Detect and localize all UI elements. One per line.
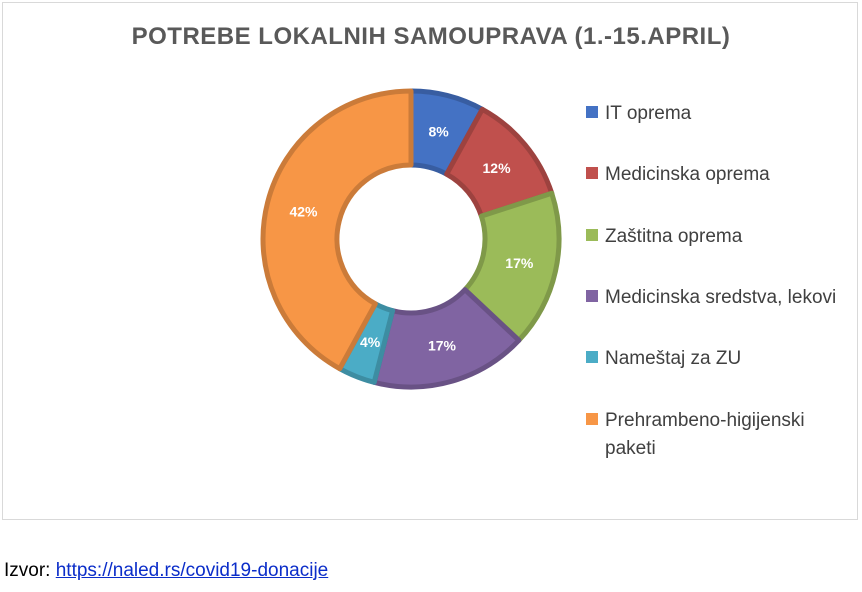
data-label-6: 42% [289, 203, 318, 219]
donut-chart: 8% 12% 17% 17% 4% 42% [260, 88, 562, 390]
legend-label: Prehrambeno-higijenski paketi [605, 410, 805, 459]
legend-swatch [586, 106, 598, 118]
data-label-4: 17% [428, 338, 457, 354]
legend-swatch [586, 229, 598, 241]
legend-label: Zaštitna oprema [605, 226, 743, 247]
legend-swatch [586, 167, 598, 179]
source-prefix: Izvor: [4, 560, 56, 581]
data-label-2: 12% [483, 160, 512, 176]
legend-swatch [586, 413, 598, 425]
legend-swatch [586, 290, 598, 302]
source-link[interactable]: https://naled.rs/covid19-donacije [55, 560, 329, 581]
data-label-3: 17% [505, 255, 534, 271]
data-label-5: 4% [360, 334, 381, 350]
legend-label: Nameštaj za ZU [605, 348, 742, 369]
chart-title: POTREBE LOKALNIH SAMOUPRAVA (1.-15.APRIL… [131, 23, 731, 50]
legend-label: IT oprema [605, 103, 692, 124]
legend-label: Medicinska sredstva, lekovi [605, 287, 837, 308]
legend-label: Medicinska oprema [605, 164, 770, 185]
legend-swatch [586, 351, 598, 363]
chart-area: POTREBE LOKALNIH SAMOUPRAVA (1.-15.APRIL… [2, 2, 858, 520]
source-line: Izvor: https://naled.rs/covid19-donacije [4, 560, 328, 582]
data-label-1: 8% [428, 123, 449, 139]
donut-slice-6 [260, 88, 414, 372]
